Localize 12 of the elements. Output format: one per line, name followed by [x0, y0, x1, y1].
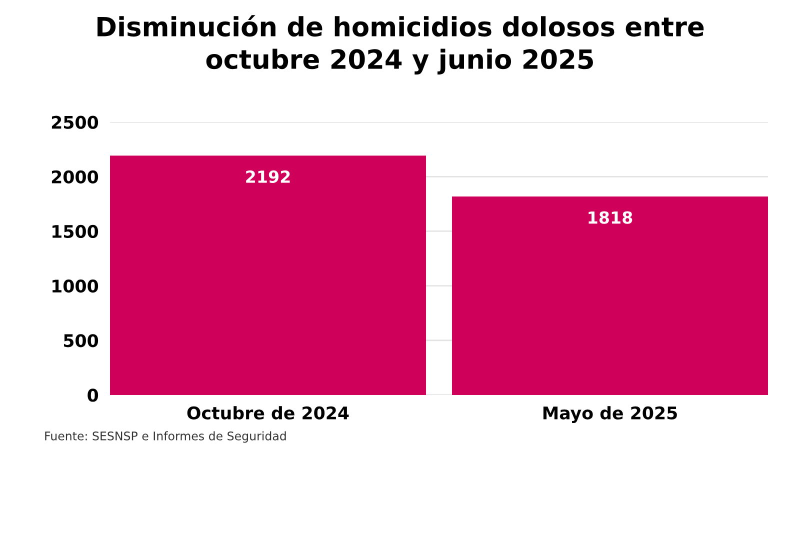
- y-tick-label: 1000: [52, 280, 98, 293]
- x-tick-label: Mayo de 2025: [543, 406, 677, 423]
- chart-title: Disminución de homicidios dolosos entre octubre 2024 y junio 2025: [98, 15, 704, 74]
- y-tick-label: 0: [88, 388, 98, 402]
- y-tick-label: 2500: [52, 116, 98, 129]
- y-tick-label: 1500: [52, 224, 98, 238]
- data-label: 2192: [246, 170, 290, 184]
- y-tick-label: 500: [64, 334, 98, 348]
- data-label: 1818: [588, 211, 632, 224]
- x-tick-label: Octubre de 2024: [187, 406, 349, 420]
- y-tick-label: 2000: [52, 170, 98, 184]
- source-note: Fuente: SESNSP e Informes de Seguridad: [45, 431, 286, 443]
